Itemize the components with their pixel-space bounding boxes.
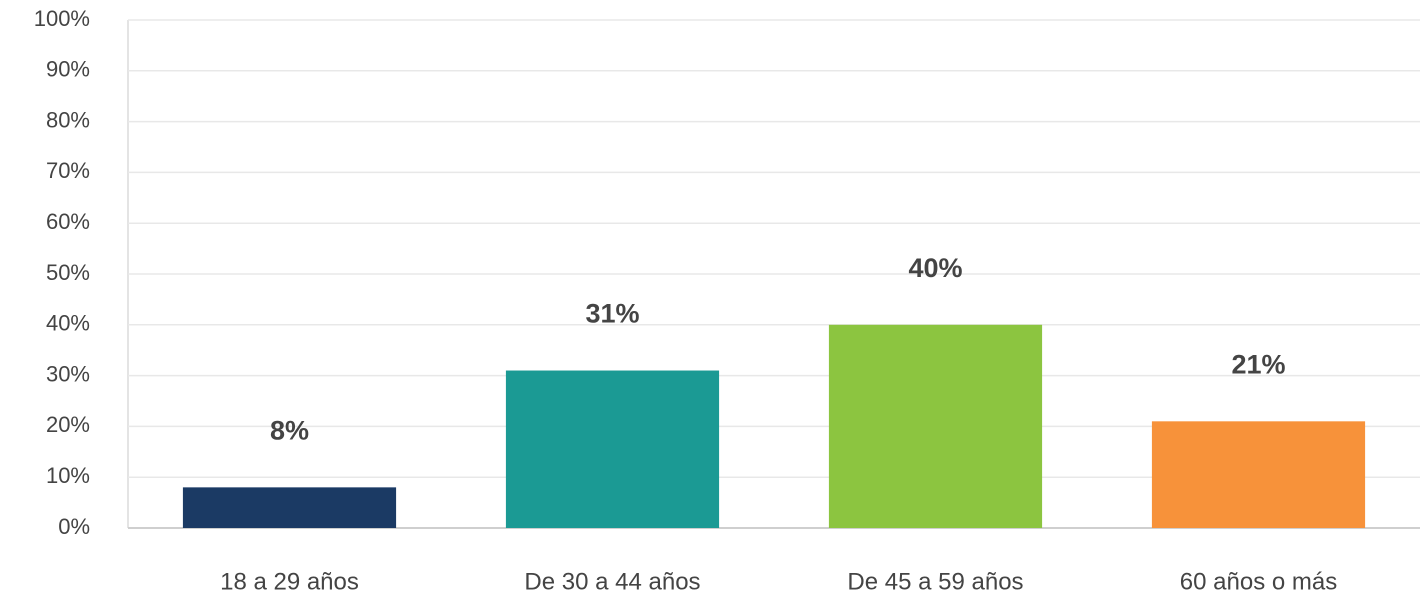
x-tick-label: De 30 a 44 años: [524, 568, 700, 595]
y-tick-label: 70%: [46, 158, 90, 183]
bar: [505, 370, 720, 528]
y-tick-label: 30%: [46, 361, 90, 386]
y-tick-label: 100%: [34, 6, 90, 31]
y-tick-label: 0%: [58, 514, 90, 539]
y-tick-label: 60%: [46, 209, 90, 234]
data-label: 31%: [585, 299, 639, 329]
y-tick-label: 10%: [46, 463, 90, 488]
x-tick-label: De 45 a 59 años: [847, 568, 1023, 595]
y-tick-label: 50%: [46, 260, 90, 285]
data-label: 8%: [270, 415, 309, 445]
y-tick-label: 40%: [46, 311, 90, 336]
data-label: 21%: [1231, 349, 1285, 379]
y-tick-label: 20%: [46, 412, 90, 437]
x-tick-label: 60 años o más: [1180, 568, 1337, 595]
data-label: 40%: [908, 253, 962, 283]
y-tick-label: 90%: [46, 57, 90, 82]
bar: [182, 487, 397, 528]
y-tick-label: 80%: [46, 107, 90, 132]
x-tick-label: 18 a 29 años: [220, 568, 359, 595]
bar: [828, 324, 1043, 528]
bar: [1151, 421, 1366, 528]
